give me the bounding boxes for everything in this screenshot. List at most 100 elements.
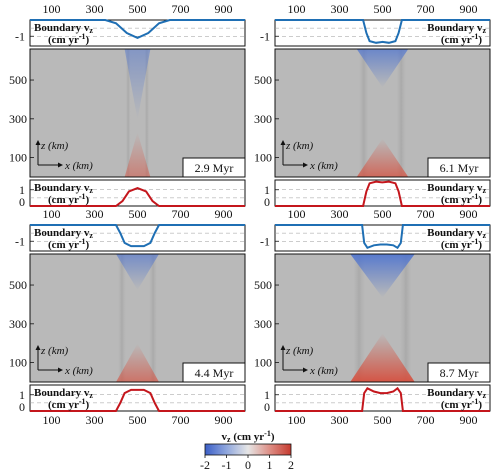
- bottom-boundary-frame: [29, 179, 246, 207]
- bottom-ytick-label: 1: [264, 183, 270, 197]
- time-badge: 6.1 Myr: [427, 157, 491, 178]
- z-axis-label: z (km): [40, 345, 69, 357]
- time-label: 8.7 Myr: [440, 366, 479, 380]
- bottom-units-label: (cm yr-1): [441, 397, 483, 411]
- bottom-boundary-frame: [274, 384, 491, 412]
- bottom-boundary-line: [275, 386, 490, 412]
- z-axis-label: z (km): [40, 140, 69, 152]
- z-arrow-head: [280, 140, 286, 145]
- z-tick-label: 300: [254, 112, 272, 126]
- z-tick-label: 100: [254, 151, 272, 165]
- time-badge-box: [427, 157, 491, 178]
- top-ytick-label: -1: [15, 234, 25, 248]
- bottom-ytick-label: 0: [264, 400, 270, 414]
- top-boundary-line: [275, 224, 490, 250]
- z-arrow-head: [280, 345, 286, 350]
- time-badge: 2.9 Myr: [182, 157, 246, 178]
- x-tick-label: 900: [215, 2, 233, 16]
- time-badge-box: [182, 157, 246, 178]
- x-tick-label-bottom: 100: [43, 413, 61, 427]
- top-units-label: (cm yr-1): [48, 32, 90, 46]
- top-boundary-label: Boundary vz: [34, 22, 93, 35]
- shear-stripe: [118, 254, 126, 382]
- x-tick-label-bottom: 500: [129, 413, 147, 427]
- bottom-boundary-label: Boundary vz: [34, 182, 93, 195]
- colorbar-tick-label: 0: [245, 458, 251, 472]
- colorbar-bar: [204, 443, 292, 456]
- z-axis-label: z (km): [285, 345, 314, 357]
- top-ytick-label: -1: [260, 234, 270, 248]
- downwelling-anomaly: [116, 254, 159, 290]
- bottom-boundary-line: [30, 187, 245, 207]
- x-tick-label-bottom: 300: [86, 413, 104, 427]
- field-frame: [29, 48, 246, 178]
- shear-stripe: [353, 254, 365, 382]
- colorbar-tick-label: 1: [267, 458, 273, 472]
- time-label: 2.9 Myr: [195, 161, 234, 175]
- x-axis-label: x (km): [309, 160, 338, 172]
- x-tick-label-bottom: 900: [215, 413, 233, 427]
- bottom-ytick-label: 1: [19, 183, 25, 197]
- x-tick-label: 100: [43, 207, 61, 221]
- colorbar-label: vz (cm yr-1): [222, 429, 275, 444]
- z-tick-label: 100: [254, 356, 272, 370]
- z-tick-label: 300: [254, 317, 272, 331]
- bottom-boundary-label: Boundary vz: [427, 387, 486, 400]
- bottom-boundary-line: [30, 388, 245, 412]
- top-ytick-label: -1: [260, 29, 270, 43]
- colorbar: vz (cm yr-1) -2 -1 0 1 2: [200, 429, 294, 472]
- top-boundary-frame: [29, 19, 246, 47]
- shear-stripe: [144, 49, 150, 177]
- z-tick-label: 500: [254, 278, 272, 292]
- time-badge-box: [182, 362, 246, 383]
- shear-stripe: [149, 254, 157, 382]
- shear-stripe: [359, 49, 369, 177]
- x-tick-label-bottom: 700: [417, 413, 435, 427]
- shear-stripe: [125, 49, 131, 177]
- top-ytick-label: -1: [15, 29, 25, 43]
- top-units-label: (cm yr-1): [48, 237, 90, 251]
- x-tick-label: 100: [288, 207, 306, 221]
- x-tick-label: 700: [417, 2, 435, 16]
- x-tick-label: 700: [172, 2, 190, 16]
- upwelling-anomaly: [350, 333, 415, 382]
- downwelling-anomaly: [350, 254, 415, 298]
- x-tick-label: 300: [86, 207, 104, 221]
- bottom-boundary-line: [275, 180, 490, 207]
- z-tick-label: 300: [9, 112, 27, 126]
- x-tick-label: 300: [331, 2, 349, 16]
- x-tick-label: 500: [129, 207, 147, 221]
- x-axis-label: x (km): [64, 365, 93, 377]
- top-boundary-line: [30, 19, 245, 39]
- time-badge: 4.4 Myr: [182, 362, 246, 383]
- x-axis-label: x (km): [64, 160, 93, 172]
- colorbar-tick-label: 2: [288, 458, 294, 472]
- bottom-ytick-label: 1: [19, 388, 25, 402]
- x-tick-label-bottom: 500: [374, 413, 392, 427]
- x-tick-label: 500: [129, 2, 147, 16]
- time-label: 6.1 Myr: [440, 161, 479, 175]
- field-frame: [274, 48, 491, 178]
- x-tick-label: 700: [172, 207, 190, 221]
- x-tick-label: 300: [86, 2, 104, 16]
- z-tick-label: 100: [9, 356, 27, 370]
- field-frame: [274, 253, 491, 383]
- bottom-ytick-label: 0: [264, 195, 270, 209]
- colorbar-tick-label: -1: [222, 458, 232, 472]
- top-units-label: (cm yr-1): [441, 237, 483, 251]
- colorbar-tick-label: -2: [200, 458, 210, 472]
- z-tick-label: 500: [9, 278, 27, 292]
- top-boundary-label: Boundary vz: [427, 227, 486, 240]
- bottom-units-label: (cm yr-1): [48, 397, 90, 411]
- bottom-units-label: (cm yr-1): [48, 192, 90, 206]
- bottom-boundary-label: Boundary vz: [427, 182, 486, 195]
- x-tick-label-bottom: 700: [172, 413, 190, 427]
- bottom-boundary-frame: [274, 179, 491, 207]
- bottom-ytick-label: 0: [19, 195, 25, 209]
